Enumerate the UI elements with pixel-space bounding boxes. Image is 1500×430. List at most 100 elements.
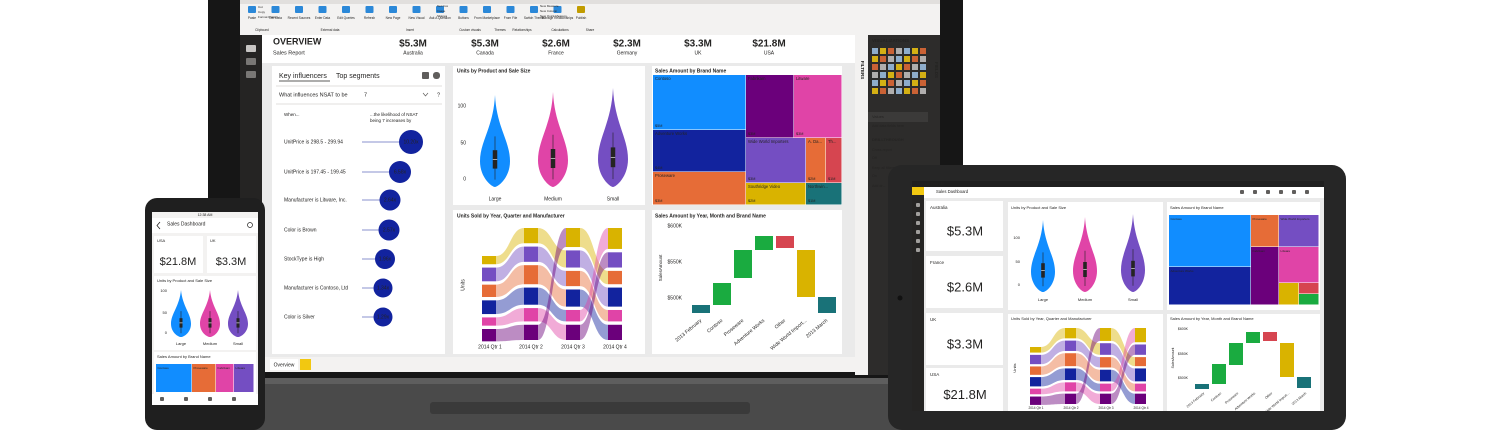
filters-pane	[855, 35, 868, 375]
waterfall-bar	[1212, 364, 1226, 384]
ribbon-group: External data	[321, 28, 340, 32]
influencer-factor[interactable]: Color is Silver	[284, 314, 315, 320]
y-tick-label: 0	[463, 176, 466, 182]
ribbon-button[interactable]: Publish	[576, 16, 587, 20]
ribbon-button[interactable]: Enter Data	[315, 16, 330, 20]
influencer-factor[interactable]: Color is Brown	[284, 227, 317, 233]
visual-icon	[912, 88, 918, 94]
toolbar-icon	[1279, 190, 1283, 194]
ribbon-small-button[interactable]: Text box	[437, 4, 449, 8]
chevron	[422, 92, 429, 97]
visual-icon	[920, 64, 926, 70]
ribbon-icon	[530, 6, 538, 13]
sankey-node	[608, 270, 622, 285]
treemap-label: Adventure Works	[1171, 269, 1194, 273]
page-tab	[270, 359, 298, 370]
x-tick-label: 2014 Qtr 4	[1133, 406, 1148, 410]
ribbon-button[interactable]: Paste	[248, 16, 256, 20]
nav-icon	[916, 203, 920, 207]
sankey-band	[580, 250, 608, 307]
toggle-label[interactable]: On	[872, 174, 877, 178]
visual-icon	[896, 80, 902, 86]
toggle-label[interactable]: Off	[872, 156, 877, 160]
ribbon-button[interactable]: Recent Sources	[288, 16, 311, 20]
tile-label: USA	[930, 372, 939, 377]
phone-tile	[207, 236, 256, 273]
pane-title[interactable]: FILTERS	[860, 61, 865, 79]
ribbon-button[interactable]: From File	[504, 16, 518, 20]
treemap-cell	[1251, 247, 1279, 305]
influencer-bubble	[373, 307, 393, 327]
help-icon[interactable]: ?	[437, 92, 440, 98]
ribbon-icon	[577, 6, 585, 13]
toolbar-icon	[1266, 190, 1270, 194]
sankey-band	[1111, 328, 1135, 392]
sankey-band	[538, 228, 566, 340]
visual-icon	[920, 48, 926, 54]
ribbon-button[interactable]: New Page	[386, 16, 401, 20]
ribbon-button[interactable]: Manage Relationships	[542, 16, 574, 20]
ribbon-button[interactable]: Edit Queries	[337, 16, 355, 20]
ribbon-small-button[interactable]: Image	[437, 9, 446, 13]
influencer-bubble	[378, 219, 400, 241]
pane-hint: Add dr...	[872, 184, 885, 188]
kpi-value: $21.8M	[752, 39, 785, 50]
ribbon-button[interactable]: Ask A Question	[429, 16, 451, 20]
ribbon-button[interactable]: From Marketplace	[474, 16, 500, 20]
nav-icon	[916, 230, 920, 234]
influencer-factor[interactable]: UnitPrice is 197.45 - 199.45	[284, 169, 346, 175]
sankey-band	[496, 308, 524, 326]
thumb-icon	[422, 72, 429, 79]
treemap-cell	[216, 364, 234, 392]
sankey-node	[1065, 368, 1076, 381]
status-time: 12:38 AM	[198, 213, 213, 217]
sankey-node	[608, 324, 622, 340]
x-tick-label: 2014 Qtr 3	[1098, 406, 1113, 410]
ribbon-small-button[interactable]: Copy	[258, 10, 266, 14]
tile-label: USA	[157, 238, 166, 243]
page-tab-label[interactable]: Overview	[274, 362, 295, 368]
influencer-factor[interactable]: Manufacturer is Contoso, Ltd	[284, 285, 348, 291]
nav-icon	[246, 71, 256, 78]
ribbon-button[interactable]: Get Data	[269, 16, 282, 20]
answer-dropdown[interactable]: 7	[364, 92, 367, 98]
ribbon-button[interactable]: Buttons	[458, 16, 469, 20]
kpi-value: $2.6M	[542, 39, 570, 50]
ribbon-small-button[interactable]: Shapes	[437, 14, 448, 18]
treemap-label: Northwin...	[808, 184, 828, 189]
visual-icon	[904, 64, 910, 70]
ribbon-button[interactable]: Refresh	[364, 16, 375, 20]
influencer-factor[interactable]: Manufacturer is Litware, Inc.	[284, 197, 347, 203]
toolbar-icon	[1292, 190, 1296, 194]
ribbon-small-button[interactable]: New Column	[540, 9, 558, 13]
visual-title: Units Sold by Year, Quarter and Manufact…	[1011, 316, 1092, 321]
influencer-bubble	[375, 249, 395, 269]
ribbon-button[interactable]: New Visual	[409, 16, 425, 20]
sankey-node	[524, 324, 538, 340]
tab[interactable]: Top segments	[336, 73, 380, 80]
waterfall-bar	[776, 236, 794, 248]
influencer-factor[interactable]: UnitPrice is 298.5 - 299.94	[284, 139, 343, 145]
sankey-band	[1041, 340, 1065, 365]
y-tick-label: 0	[1018, 282, 1021, 287]
sankey-node	[566, 324, 580, 340]
x-tick-label: Other	[1264, 391, 1274, 400]
sankey-band	[580, 228, 608, 285]
sankey-band	[496, 265, 524, 297]
ribbon-icon	[483, 6, 491, 13]
tab[interactable]: Key influencers	[279, 73, 327, 80]
treemap-cell	[192, 364, 216, 392]
ribbon-icon	[506, 6, 515, 13]
y-tick-label: 0	[165, 330, 168, 335]
ribbon-button[interactable]: Switch Theme	[524, 16, 544, 20]
kpi-label: Germany	[617, 50, 638, 56]
ribbon-small-button[interactable]: Format Painter	[258, 15, 278, 19]
pane-title[interactable]: FIELDS	[934, 62, 939, 78]
ribbon-small-button[interactable]: Cut	[258, 5, 263, 9]
treemap-label: Fabrikam	[1253, 249, 1266, 253]
sankey-band	[1111, 357, 1135, 392]
influencer-factor[interactable]: StockType is High	[284, 256, 324, 262]
ribbon-small-button[interactable]: New Quick Measure	[540, 14, 567, 18]
treemap-value: $1M	[828, 177, 835, 181]
ribbon-small-button[interactable]: New Measure	[540, 4, 559, 8]
